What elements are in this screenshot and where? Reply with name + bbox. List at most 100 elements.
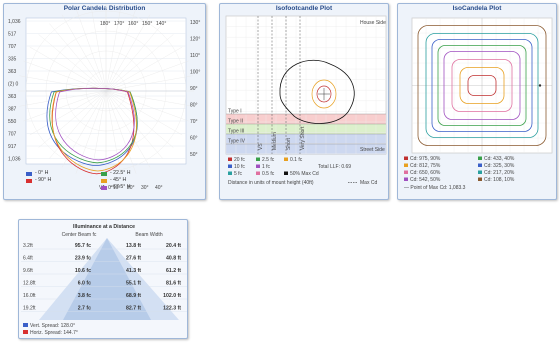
isocd-legend-label: Cd: 542, 50%	[410, 177, 441, 183]
illum-beam-inner	[63, 238, 151, 320]
illum-center-fc: 6.0 fc	[78, 281, 91, 287]
illum-center-fc: 10.6 fc	[75, 268, 91, 274]
isocd-max-point-label: — Point of Max Cd: 1,083.3	[404, 185, 466, 191]
polar-right-label: 110°	[190, 53, 200, 59]
isocd-title: IsoCandela Plot	[452, 5, 502, 12]
legend-swatch	[101, 171, 107, 176]
isofc-vline-label: VS	[258, 143, 264, 150]
isofc-legend-swatch	[228, 164, 232, 168]
polar-spoke	[23, 90, 107, 122]
polar-spoke	[105, 14, 151, 92]
polar-spoke	[90, 90, 107, 178]
polar-left-label: 335	[8, 56, 17, 62]
isofc-house-side: House Side	[360, 20, 386, 26]
polar-right-label: 90°	[190, 86, 198, 92]
isofc-vline-label: Medium	[272, 132, 278, 150]
polar-left-label: 1,036	[8, 156, 21, 162]
isocd-contour	[417, 25, 547, 146]
isocd-legend-label: Cd: 217, 20%	[484, 170, 515, 176]
isocd-legend-label: Cd: 812, 75%	[410, 163, 441, 169]
polar-legend-item: - 67.5° H	[101, 184, 131, 191]
illum-distance: 3.2ft	[23, 243, 33, 249]
isofc-legend-swatch	[284, 157, 288, 161]
isofc-vline-label: Short	[286, 137, 292, 150]
isocd-contour	[459, 67, 505, 104]
isofc-legend-swatch	[284, 171, 288, 175]
polar-spoke	[61, 14, 107, 92]
isocd-legend-swatch	[478, 177, 482, 181]
polar-legend-item: - 90° H	[26, 177, 51, 184]
polar-left-label: 707	[8, 44, 17, 50]
isofc-chart: VS Medium Short Very Short Type I Type II Type…	[225, 15, 387, 186]
polar-legend-item: - 22.5° H	[101, 170, 131, 177]
isocd-legend-label: Cd: 650, 60%	[410, 170, 441, 176]
illum-width-v: 68.9 ft	[126, 293, 141, 299]
polar-right-label: 130°	[190, 20, 200, 26]
illum-col-width: Beam Width	[135, 232, 162, 238]
illum-width-v: 82.7 ft	[126, 306, 141, 312]
isofc-legend-swatch	[228, 157, 232, 161]
polar-top-angle: 180°	[100, 21, 110, 27]
isocd-legend-swatch	[404, 170, 408, 174]
isocd-contour	[451, 59, 513, 112]
legend-swatch	[101, 185, 107, 190]
isocd-legend-swatch	[404, 156, 408, 160]
isofc-legend-label: 0.5 fc	[262, 171, 275, 177]
isofootcandle-panel: Isofootcandle Plot VS Medium Short Very Sho…	[219, 3, 389, 200]
polar-bottom-angle: 30°	[141, 185, 149, 191]
polar-spoke	[105, 4, 122, 92]
polar-right-label: 70°	[190, 119, 198, 125]
isofc-type-label: Type III	[228, 129, 244, 135]
isocd-chart: Cd: 975, 90% Cd: 433, 40%Cd: 812, 75% Cd: …	[404, 17, 553, 191]
polar-top-angle: 150°	[142, 21, 152, 27]
isofc-legend-label: 2.5 fc	[262, 157, 275, 163]
isofc-legend-swatch	[256, 164, 260, 168]
isocd-contour	[437, 45, 527, 126]
isocd-legend-label: Cd: 975, 90%	[410, 156, 441, 162]
illum-distance: 12.8ft	[23, 281, 36, 287]
illum-width-h: 102.0 ft	[163, 293, 181, 299]
polar-spoke	[49, 23, 107, 92]
polar-left-label: 387	[8, 106, 17, 112]
polar-chart: 1,036 517 707 335 363 (2) 0 363 387 550 707 917 1,0…	[8, 4, 200, 191]
polar-spoke	[38, 90, 107, 148]
illum-width-h: 40.8 ft	[166, 256, 181, 262]
polar-curve	[55, 87, 135, 161]
isofc-contour	[311, 79, 337, 109]
polar-spoke	[105, 90, 193, 107]
polar-spoke	[105, 23, 163, 92]
polar-spoke	[29, 90, 107, 136]
isofc-vline-label: Very Short	[300, 126, 306, 150]
isofc-legend-label: 5 fc	[234, 171, 243, 177]
legend-label: - 0° H	[35, 170, 49, 176]
isofc-legend-label: 10 fc	[234, 164, 245, 170]
isofc-total-llf: Total LLF: 0.69	[318, 164, 351, 170]
polar-legend-item: - 45° H	[101, 177, 131, 184]
legend-label: - 45° H	[110, 177, 127, 183]
legend-label: - 22.5° H	[110, 170, 131, 176]
illum-center-fc: 95.7 fc	[75, 243, 91, 249]
legend-swatch	[101, 178, 107, 183]
polar-spoke	[105, 90, 183, 136]
illum-distance: 9.6ft	[23, 268, 33, 274]
illuminance-panel: Illuminance at a Distance Center Beam fc B…	[18, 219, 188, 339]
legend-swatch	[26, 171, 32, 176]
isofc-legend-label: 1 fc	[262, 164, 271, 170]
isocd-max-point	[538, 84, 542, 87]
illum-center-fc: 3.8 fc	[78, 293, 91, 299]
illum-width-v: 55.1 ft	[126, 281, 141, 287]
isofc-legend-label: 50% Max Cd	[290, 171, 319, 177]
illum-vert-spread: Vert. Spread: 128.0°	[30, 323, 75, 329]
isofc-legend-swatch	[256, 157, 260, 161]
illum-width-v: 41.3 ft	[126, 268, 141, 274]
polar-top-angle: 140°	[156, 21, 166, 27]
isofc-legend-label: 0.1 fc	[290, 157, 303, 163]
isofc-type-label: Type I	[228, 109, 242, 115]
polar-right-label: 120°	[190, 37, 200, 43]
isocd-contour	[443, 51, 521, 120]
polar-spoke	[38, 34, 107, 92]
illum-width-h: 20.4 ft	[166, 243, 181, 249]
isocd-legend-swatch	[404, 163, 408, 167]
isofc-contour	[279, 59, 355, 124]
polar-spoke	[105, 90, 174, 148]
